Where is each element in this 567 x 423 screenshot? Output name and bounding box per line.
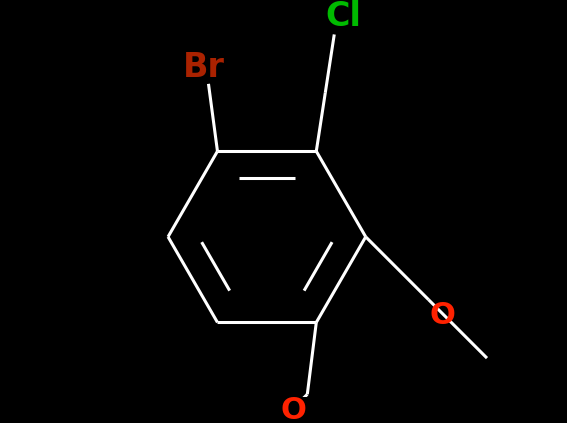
Text: Br: Br	[183, 51, 225, 84]
Text: Cl: Cl	[325, 0, 361, 33]
Text: O: O	[429, 301, 455, 330]
Text: O: O	[281, 396, 307, 423]
